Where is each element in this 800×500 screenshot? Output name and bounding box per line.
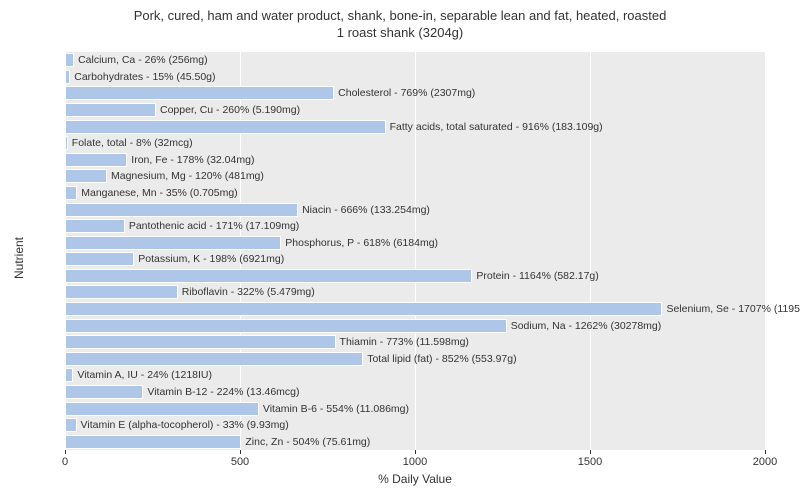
x-tick-label: 0	[62, 456, 68, 468]
nutrient-bar-label: Vitamin E (alpha-tocopherol) - 33% (9.93…	[81, 418, 289, 432]
nutrient-bar	[65, 53, 74, 67]
nutrient-bar	[65, 285, 178, 299]
title-line-1: Pork, cured, ham and water product, shan…	[134, 8, 667, 23]
nutrient-bar	[65, 236, 281, 250]
nutrient-bar	[65, 352, 363, 366]
nutrient-bar	[65, 103, 156, 117]
nutrient-bar	[65, 252, 134, 266]
nutrient-bar-label: Pantothenic acid - 171% (17.109mg)	[129, 219, 299, 233]
x-tick-mark	[415, 450, 416, 454]
x-tick-mark	[240, 450, 241, 454]
x-tick-mark	[65, 450, 66, 454]
chart-title: Pork, cured, ham and water product, shan…	[0, 0, 800, 42]
nutrient-bar	[65, 70, 70, 84]
x-axis-label: % Daily Value	[378, 472, 452, 486]
nutrient-bar-label: Thiamin - 773% (11.598mg)	[340, 335, 469, 349]
x-tick-label: 1000	[403, 456, 427, 468]
nutrient-bar-label: Folate, total - 8% (32mcg)	[72, 136, 193, 150]
x-tick-label: 1500	[578, 456, 602, 468]
nutrient-bar-label: Riboflavin - 322% (5.479mg)	[182, 285, 315, 299]
nutrient-bar-label: Vitamin B-12 - 224% (13.46mcg)	[147, 385, 299, 399]
nutrient-bar-label: Fatty acids, total saturated - 916% (183…	[390, 120, 603, 134]
nutrient-bar-label: Sodium, Na - 1262% (30278mg)	[511, 319, 662, 333]
nutrient-bar-label: Phosphorus, P - 618% (6184mg)	[285, 236, 438, 250]
nutrient-bar-label: Calcium, Ca - 26% (256mg)	[78, 53, 208, 67]
plot-area: Nutrient % Daily Value 0500100015002000C…	[65, 52, 765, 450]
gridline	[415, 52, 416, 450]
nutrient-bar	[65, 269, 472, 283]
nutrient-bar-label: Niacin - 666% (133.254mg)	[302, 203, 430, 217]
gridline	[590, 52, 591, 450]
x-tick-label: 2000	[753, 456, 777, 468]
nutrient-bar	[65, 86, 334, 100]
nutrient-bar-label: Vitamin B-6 - 554% (11.086mg)	[263, 402, 409, 416]
nutrient-bar-label: Iron, Fe - 178% (32.04mg)	[131, 153, 254, 167]
nutrient-bar	[65, 368, 73, 382]
nutrient-bar-label: Total lipid (fat) - 852% (553.97g)	[367, 352, 516, 366]
nutrient-bar	[65, 136, 68, 150]
nutrient-bar-label: Protein - 1164% (582.17g)	[476, 269, 598, 283]
nutrient-bar-label: Potassium, K - 198% (6921mg)	[138, 252, 284, 266]
gridline	[765, 52, 766, 450]
nutrient-bar-label: Copper, Cu - 260% (5.190mg)	[160, 103, 300, 117]
nutrient-bar	[65, 418, 77, 432]
nutrient-chart: Pork, cured, ham and water product, shan…	[0, 0, 800, 500]
x-tick-mark	[590, 450, 591, 454]
nutrient-bar	[65, 335, 336, 349]
nutrient-bar-label: Zinc, Zn - 504% (75.61mg)	[245, 435, 370, 449]
nutrient-bar	[65, 302, 662, 316]
nutrient-bar	[65, 435, 241, 449]
nutrient-bar	[65, 153, 127, 167]
nutrient-bar-label: Vitamin A, IU - 24% (1218IU)	[77, 368, 212, 382]
title-line-2: 1 roast shank (3204g)	[337, 25, 463, 40]
nutrient-bar-label: Manganese, Mn - 35% (0.705mg)	[81, 186, 237, 200]
nutrient-bar-label: Carbohydrates - 15% (45.50g)	[74, 70, 215, 84]
nutrient-bar	[65, 385, 143, 399]
nutrient-bar	[65, 219, 125, 233]
y-axis-label: Nutrient	[12, 237, 26, 279]
nutrient-bar	[65, 402, 259, 416]
nutrient-bar	[65, 319, 507, 333]
x-tick-mark	[765, 450, 766, 454]
nutrient-bar-label: Selenium, Se - 1707% (1195.1mcg)	[666, 302, 800, 316]
nutrient-bar	[65, 203, 298, 217]
x-tick-label: 500	[231, 456, 249, 468]
nutrient-bar-label: Magnesium, Mg - 120% (481mg)	[111, 169, 264, 183]
nutrient-bar	[65, 186, 77, 200]
nutrient-bar	[65, 120, 386, 134]
nutrient-bar-label: Cholesterol - 769% (2307mg)	[338, 86, 475, 100]
nutrient-bar	[65, 169, 107, 183]
